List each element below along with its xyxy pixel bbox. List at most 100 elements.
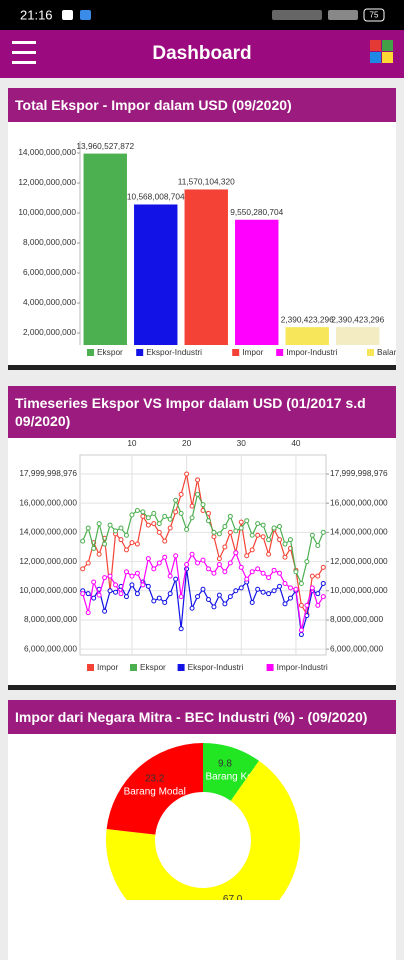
card-title: Total Ekspor - Impor dalam USD (09/2020): [8, 88, 396, 122]
data-point: [266, 537, 272, 543]
data-point: [151, 566, 157, 572]
x-tick-label: 10: [127, 438, 137, 448]
data-point: [156, 521, 162, 527]
data-point: [195, 491, 201, 497]
app-logo: [370, 40, 393, 63]
data-point: [102, 608, 108, 614]
data-point: [184, 471, 190, 477]
pie-slice: [203, 743, 260, 801]
value-label: 2,390,423,296: [281, 314, 334, 324]
data-point: [249, 569, 255, 575]
data-point: [282, 541, 288, 547]
legend-label: Impor-Industri: [277, 662, 328, 672]
data-point: [271, 525, 277, 531]
x-tick-label: 30: [237, 438, 247, 448]
menu-line: [12, 51, 36, 54]
data-point: [205, 518, 211, 524]
value-label: 10,568,008,704: [127, 192, 185, 202]
data-point: [173, 553, 179, 559]
data-point: [91, 595, 97, 601]
value-label: 9.8: [218, 759, 232, 770]
data-point: [298, 632, 304, 638]
y-tick-label: 4,000,000,000: [23, 297, 76, 307]
y-tick-label: 16,000,000,000: [19, 497, 77, 507]
data-point: [123, 532, 129, 538]
data-point: [189, 515, 195, 521]
bar: [134, 204, 178, 345]
data-point: [315, 543, 321, 549]
data-point: [140, 582, 146, 588]
data-point: [298, 580, 304, 586]
data-point: [309, 585, 315, 591]
data-point: [118, 525, 124, 531]
overlay: 21:16 75 Dashboard 2,000,000,000 4,000,00…: [0, 0, 404, 900]
data-point: [222, 601, 228, 607]
data-point: [211, 529, 217, 535]
data-point: [85, 525, 91, 531]
data-point: [156, 529, 162, 535]
y-tick-label: 14,000,000,000: [18, 147, 76, 157]
data-point: [238, 564, 244, 570]
data-point: [244, 576, 250, 582]
data-point: [287, 595, 293, 601]
data-point: [85, 560, 91, 566]
data-point: [238, 585, 244, 591]
y-tick-label: 6,000,000,000: [23, 267, 76, 277]
data-point: [320, 594, 326, 600]
data-point: [309, 573, 315, 579]
y-tick-label: 12,000,000,000: [18, 177, 76, 187]
data-point: [211, 604, 217, 610]
legend-swatch: [177, 664, 185, 671]
data-point: [244, 518, 250, 524]
y2-tick-label: 16,000,000,000: [330, 497, 388, 507]
x-tick-label: 20: [182, 438, 192, 448]
y-tick-label: 14,000,000,000: [19, 527, 77, 537]
data-point: [145, 515, 151, 521]
legend-swatch: [232, 349, 240, 356]
x-tick-label: 40: [291, 438, 301, 448]
data-point: [184, 561, 190, 567]
data-point: [282, 601, 288, 607]
data-point: [271, 588, 277, 594]
y-tick-label: 12,000,000,000: [19, 556, 77, 566]
data-point: [129, 582, 135, 588]
data-point: [238, 519, 244, 525]
legend-label: Ekspor-Industri: [188, 662, 244, 672]
data-point: [85, 591, 91, 597]
value-label: 2,390,423,296: [331, 314, 384, 324]
y-tick-label: 6,000,000,000: [24, 643, 77, 653]
data-point: [287, 537, 293, 543]
data-point: [134, 591, 140, 597]
legend-label: Ekspor: [97, 347, 123, 357]
legend-label: Balance: [377, 347, 404, 357]
data-point: [309, 532, 315, 538]
data-point: [162, 538, 168, 544]
data-point: [255, 586, 261, 592]
legend-swatch: [276, 349, 284, 356]
data-point: [200, 502, 206, 508]
data-point: [107, 588, 113, 594]
data-point: [320, 564, 326, 570]
data-point: [178, 510, 184, 516]
data-point: [145, 556, 151, 562]
data-point: [298, 627, 304, 633]
slice-label: Barang Konsumsi: [206, 772, 285, 783]
y2-tick-label: 12,000,000,000: [330, 556, 388, 566]
y-tick-label: 8,000,000,000: [24, 614, 77, 624]
data-point: [304, 602, 310, 608]
data-point: [151, 521, 157, 527]
data-point: [271, 567, 277, 573]
data-point: [304, 559, 310, 565]
data-point: [195, 477, 201, 483]
legend-swatch: [367, 349, 374, 356]
data-point: [216, 561, 222, 567]
data-point: [156, 560, 162, 566]
data-point: [266, 551, 272, 557]
data-point: [260, 589, 266, 595]
data-point: [102, 575, 108, 581]
app-bar: [0, 30, 404, 78]
menu-button[interactable]: [12, 41, 36, 64]
data-point: [151, 598, 157, 604]
data-point: [277, 570, 283, 576]
